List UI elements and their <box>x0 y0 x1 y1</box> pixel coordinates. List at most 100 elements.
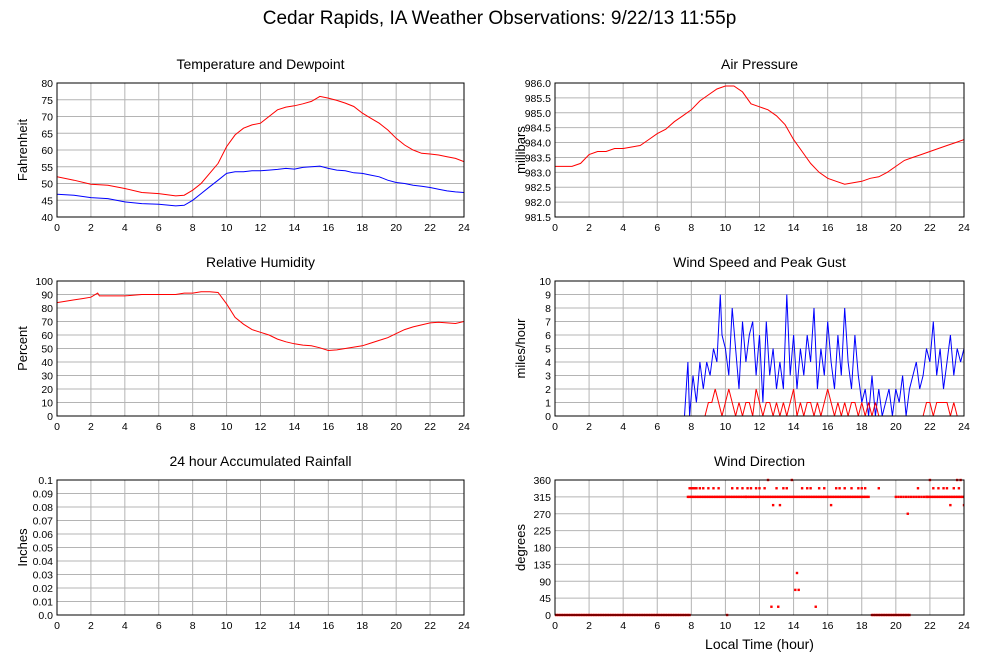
dir-point <box>795 495 799 499</box>
dir-point <box>962 503 964 507</box>
dir-y-axis-label: degrees <box>513 524 528 571</box>
press-grid <box>554 82 965 218</box>
dir-point <box>809 487 812 490</box>
dir-x-tick-label: 20 <box>890 620 902 632</box>
rain-x-tick-label: 6 <box>156 620 162 632</box>
dir-point <box>802 495 806 499</box>
dir-point <box>860 495 863 499</box>
dir-point <box>731 487 734 490</box>
dir-point <box>824 495 828 499</box>
dir-point <box>702 487 705 490</box>
rh-x-tick-label: 2 <box>88 421 94 433</box>
dir-x-tick-label: 2 <box>586 620 592 632</box>
press-title: Air Pressure <box>721 56 798 72</box>
dir-point <box>778 495 782 499</box>
dir-point <box>763 495 766 499</box>
dir-point <box>829 503 833 507</box>
dir-y-tick-label: 45 <box>539 593 551 605</box>
press-x-tick-label: 24 <box>958 222 970 234</box>
wind-x-tick-label: 0 <box>552 421 558 433</box>
dir-point <box>821 495 824 499</box>
dir-point <box>863 487 867 490</box>
rh-plot-frame <box>56 280 465 417</box>
rh-x-tick-label: 12 <box>255 421 267 433</box>
dir-point <box>736 495 739 499</box>
rh-y-tick-label: 100 <box>35 276 53 288</box>
dir-point <box>686 495 690 499</box>
dir-point <box>748 495 751 499</box>
rh-x-tick-label: 8 <box>190 421 196 433</box>
wind-series-1-line <box>555 388 964 417</box>
dir-point <box>792 495 795 499</box>
dir-point <box>746 487 749 490</box>
wind-y-tick-label: 5 <box>545 344 551 356</box>
dir-point <box>799 495 802 499</box>
dir-point <box>795 571 799 575</box>
dir-point <box>690 487 693 490</box>
temp-x-tick-label: 14 <box>289 222 301 234</box>
rain-y-axis-label: Inches <box>15 528 30 567</box>
dir-point <box>705 495 708 499</box>
dir-point <box>840 495 843 499</box>
dir-point <box>954 495 957 499</box>
temp-y-tick-label: 60 <box>41 145 53 157</box>
dir-point <box>732 495 736 499</box>
rh-x-tick-label: 14 <box>289 421 301 433</box>
temp-grid <box>56 82 465 218</box>
dir-point <box>937 495 940 499</box>
dir-point <box>741 495 744 499</box>
wind-plot-frame <box>554 280 965 417</box>
temp-y-tick-label: 70 <box>41 112 53 124</box>
dir-point <box>955 495 959 499</box>
rh-grid <box>56 280 465 417</box>
dir-point <box>959 495 962 499</box>
temp-plot <box>57 95 464 207</box>
dir-point <box>949 503 952 507</box>
dir-point <box>877 487 880 490</box>
dir-point <box>855 495 858 499</box>
rain-y-tick-label: 0.05 <box>33 543 54 555</box>
rain-y-tick-label: 0.1 <box>38 475 53 487</box>
dir-point <box>754 495 758 499</box>
temp-x-tick-label: 22 <box>424 222 436 234</box>
press-x-tick-label: 16 <box>822 222 834 234</box>
dir-point <box>737 495 741 499</box>
dir-point <box>915 495 918 499</box>
rh-y-tick-label: 20 <box>41 384 53 396</box>
press-y-tick-label: 983.0 <box>525 167 551 179</box>
dir-point <box>942 495 945 499</box>
dir-point <box>947 495 950 499</box>
dir-x-tick-label: 4 <box>620 620 626 632</box>
rain-y-tick-label: 0.01 <box>33 597 54 609</box>
rain-y-tick-label: 0.08 <box>33 502 54 514</box>
dir-point <box>928 495 932 499</box>
dir-point <box>935 495 938 499</box>
rain-y-tick-label: 0.09 <box>33 489 54 501</box>
dir-point <box>836 495 840 499</box>
temp-x-tick-label: 8 <box>190 222 196 234</box>
dir-point <box>952 487 955 490</box>
temp-x-tick-label: 10 <box>221 222 233 234</box>
rh-x-tick-label: 22 <box>424 421 436 433</box>
dir-point <box>823 487 826 490</box>
dir-point <box>932 487 935 490</box>
temp-y-tick-label: 45 <box>41 195 53 207</box>
press-x-tick-label: 0 <box>552 222 558 234</box>
press-x-tick-label: 20 <box>890 222 902 234</box>
temp-y-tick-label: 50 <box>41 179 53 191</box>
dir-point <box>724 495 727 499</box>
dir-point <box>780 495 783 499</box>
press-y-tick-label: 983.5 <box>525 152 551 164</box>
dir-point <box>749 487 753 490</box>
rain-y-tick-label: 0.03 <box>33 570 54 582</box>
wind-y-tick-label: 7 <box>545 317 551 329</box>
rain-x-tick-label: 18 <box>356 620 368 632</box>
dir-point <box>778 503 782 507</box>
dir-point <box>809 495 812 499</box>
dir-point <box>739 495 742 499</box>
press-series-0-line <box>555 85 964 185</box>
dir-point <box>927 495 930 499</box>
